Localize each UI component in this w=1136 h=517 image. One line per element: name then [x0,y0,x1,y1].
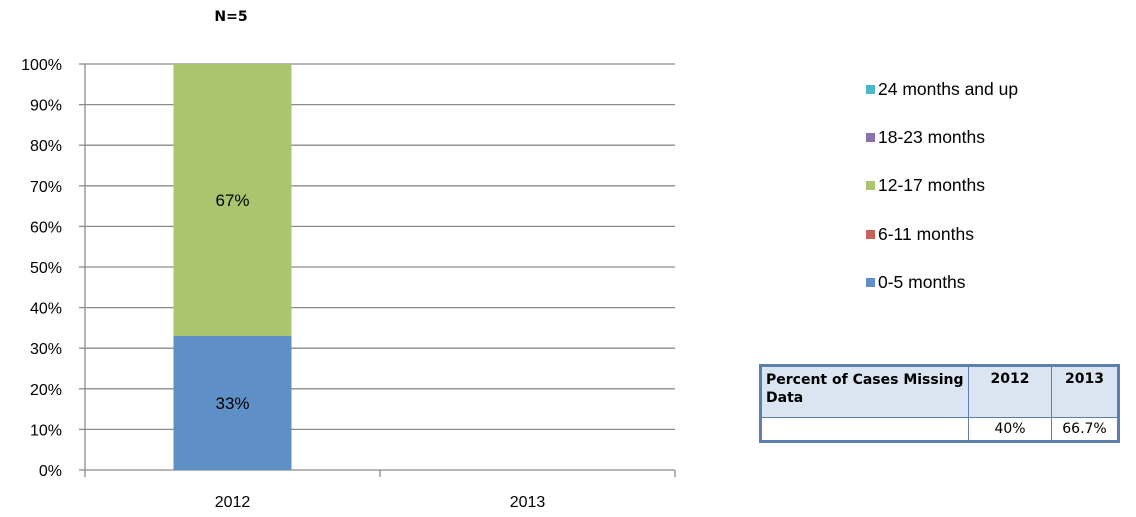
y-tick-label: 20% [30,382,62,399]
legend-item-18-23: 18-23 months [866,126,1018,148]
y-tick-label: 50% [30,260,62,277]
x-tick-labels: 2012 2013 [215,494,546,511]
data-label: 67% [215,191,249,210]
y-tick-labels: 0% 10% 20% 30% 40% 50% 60% 70% 80% 90% 100% [21,57,62,480]
legend-label: 24 months and up [878,78,1019,99]
bar-segment [173,336,292,470]
table-header-cell: 2013 [1051,365,1119,418]
y-tick-label: 40% [30,301,62,318]
bars: 33% 67% [173,64,292,470]
table-header-cell: 2012 [968,365,1052,418]
legend-swatch [866,84,875,94]
data-label: 33% [215,394,249,413]
bar-segment [173,64,292,337]
missing-data-table: Percent of Cases Missing Data 2012 2013 … [759,364,1120,443]
legend-label: 6-11 months [878,223,974,244]
legend-swatch [866,132,875,142]
legend-swatch [866,278,875,288]
table-cell [760,417,969,442]
legend-item-24-plus: 24 months and up [866,78,1018,100]
y-tick-label: 0% [39,463,62,480]
y-tick-label: 30% [30,341,62,358]
table-header-row: Percent of Cases Missing Data 2012 2013 [760,365,1119,418]
legend-swatch [866,181,875,191]
x-tick-label: 2013 [510,494,546,511]
y-tick-label: 90% [30,98,62,115]
legend-label: 18-23 months [878,126,986,147]
legend-item-0-5: 0-5 months [866,272,1018,294]
table-row: 40% 66.7% [760,417,1119,442]
table-cell: 40% [968,417,1052,442]
y-tick-label: 10% [30,422,62,439]
legend-label: 0-5 months [878,272,966,293]
table-header-cell: Percent of Cases Missing Data [760,365,969,418]
chart-subtitle: N=5 [214,9,247,25]
x-tick-label: 2012 [215,494,251,511]
legend-label: 12-17 months [878,175,986,196]
legend: 24 months and up 18-23 months 12-17 mont… [866,78,1018,320]
legend-item-12-17: 12-17 months [866,175,1018,197]
y-tick-label: 100% [21,57,62,74]
table-cell: 66.7% [1051,417,1119,442]
axes [79,63,676,477]
y-tick-label: 70% [30,179,62,196]
y-tick-label: 60% [30,219,62,236]
y-tick-label: 80% [30,138,62,155]
legend-swatch [866,229,875,239]
legend-item-6-11: 6-11 months [866,223,1018,245]
